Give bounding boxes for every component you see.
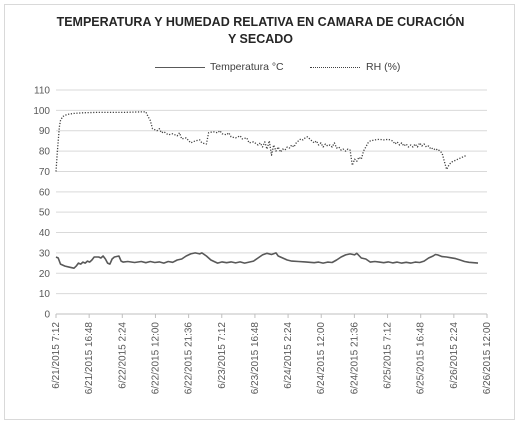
legend-label-temperatura: Temperatura °C (210, 61, 284, 73)
x-tick-label: 6/25/2015 16:48 (416, 322, 427, 395)
y-tick-label: 50 (39, 208, 51, 219)
y-tick-label: 90 (39, 126, 51, 137)
y-tick-label: 100 (33, 106, 50, 117)
x-tick-label: 6/26/2015 2:24 (449, 322, 460, 389)
x-tick-label: 6/21/2015 16:48 (84, 322, 95, 395)
legend: Temperatura °C RH (%) (0, 60, 521, 76)
x-tick-label: 6/25/2015 7:12 (383, 322, 394, 389)
chart-title: TEMPERATURA Y HUMEDAD RELATIVA EN CAMARA… (0, 14, 521, 48)
legend-label-rh: RH (%) (366, 61, 401, 73)
chart-title-line-1: TEMPERATURA Y HUMEDAD RELATIVA EN CAMARA… (56, 15, 465, 29)
series-line-temperatura (55, 252, 479, 270)
y-tick-label: 110 (34, 86, 50, 97)
x-tick-label: 6/22/2015 12:00 (150, 322, 161, 395)
y-tick-label: 30 (39, 248, 51, 259)
y-tick-label: 10 (39, 289, 51, 300)
x-tick-label: 6/26/2015 12:00 (482, 322, 493, 395)
y-tick-label: 60 (39, 187, 51, 198)
legend-swatch-rh (310, 67, 360, 68)
series-line-rh (55, 111, 468, 172)
x-tick-label: 6/23/2015 16:48 (250, 322, 261, 395)
y-tick-label: 70 (39, 167, 51, 178)
legend-swatch-temperatura (155, 67, 205, 68)
x-tick-label: 6/22/2015 21:36 (184, 322, 195, 395)
x-tick-label: 6/22/2015 2:24 (117, 322, 128, 389)
y-tick-label: 20 (39, 269, 51, 280)
y-tick-label: 40 (39, 228, 51, 239)
y-tick-label: 0 (44, 310, 50, 321)
x-tick-label: 6/21/2015 7:12 (51, 322, 62, 389)
x-tick-label: 6/23/2015 7:12 (217, 322, 228, 389)
x-tick-label: 6/24/2015 12:00 (316, 322, 327, 395)
y-tick-label: 80 (39, 147, 51, 158)
chart-title-line-2: Y SECADO (227, 32, 294, 46)
x-tick-label: 6/24/2015 2:24 (283, 322, 294, 389)
x-tick-label: 6/24/2015 21:36 (349, 322, 360, 395)
